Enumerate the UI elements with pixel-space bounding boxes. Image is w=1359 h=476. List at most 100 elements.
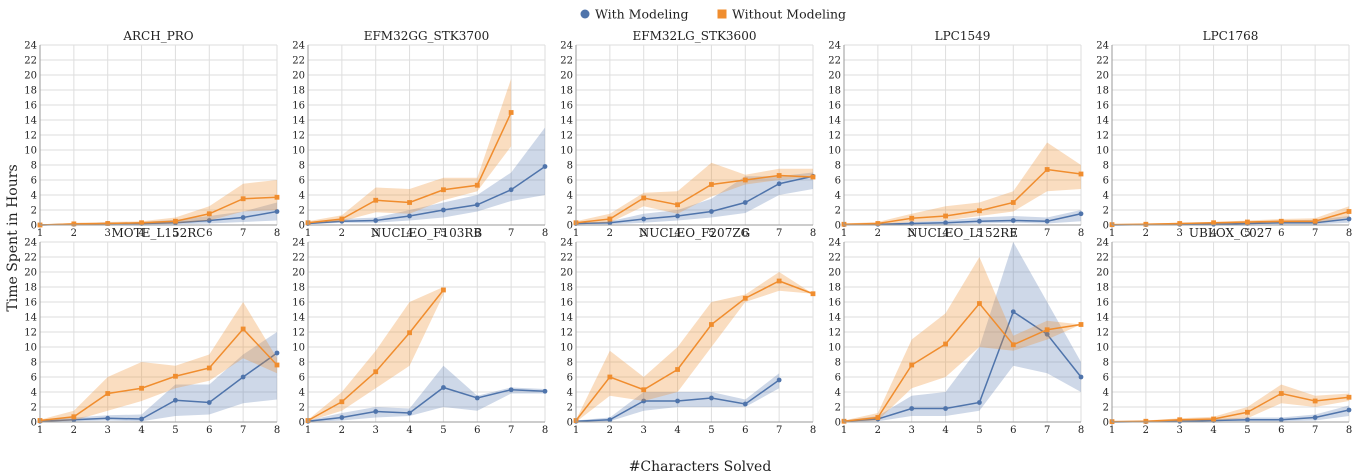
y-tick-label: 12: [828, 328, 841, 339]
with-modeling-band: [576, 172, 813, 225]
y-tick-label: 8: [835, 358, 841, 369]
x-tick-label: 1: [841, 228, 847, 239]
without-modeling-point: [71, 414, 77, 420]
y-tick-label: 24: [292, 41, 305, 52]
with-modeling-band: [1112, 405, 1349, 422]
y-tick-label: 6: [299, 373, 305, 384]
x-tick-label: 6: [1278, 228, 1284, 239]
x-tick-label: 8: [542, 425, 548, 436]
x-tick-label: 4: [1210, 228, 1216, 239]
without-modeling-point: [441, 287, 446, 293]
y-tick-label: 0: [835, 221, 841, 232]
x-tick-label: 7: [240, 425, 246, 436]
y-tick-label: 24: [24, 238, 37, 249]
y-tick-label: 6: [1103, 176, 1109, 187]
with-modeling-line: [307, 386, 546, 422]
y-tick-label: 0: [567, 418, 573, 429]
without-modeling-point: [71, 221, 77, 227]
with-modeling-point: [339, 415, 345, 420]
y-tick-label: 24: [292, 238, 305, 249]
without-modeling-point: [810, 174, 816, 180]
panel-title: EFM32GG_STK3700: [364, 29, 490, 43]
y-tick-label: 24: [1096, 41, 1109, 52]
without-modeling-point: [875, 221, 881, 226]
y-tick-label: 22: [24, 253, 37, 264]
with-modeling-point: [1010, 218, 1016, 223]
y-tick-label: 8: [31, 358, 37, 369]
y-tick-label: 10: [828, 146, 841, 157]
x-tick-label: 8: [1078, 425, 1084, 436]
x-tick-label: 5: [976, 425, 982, 436]
x-tick-label: 8: [542, 228, 548, 239]
x-tick-label: 4: [1210, 425, 1216, 436]
without-modeling-line: [39, 327, 278, 422]
x-tick-label: 6: [474, 425, 480, 436]
x-tick-label: 3: [373, 425, 379, 436]
with-modeling-point: [943, 220, 948, 226]
without-modeling-point: [1044, 327, 1050, 333]
y-tick-label: 16: [560, 298, 573, 309]
y-tick-label: 8: [1103, 358, 1109, 369]
x-tick-label: 6: [474, 228, 480, 239]
with-modeling-point: [1245, 417, 1250, 423]
x-tick-label: 3: [105, 425, 111, 436]
with-modeling-point: [508, 187, 514, 193]
without-modeling-line: [575, 174, 814, 224]
y-tick-label: 12: [1096, 131, 1109, 142]
with-modeling-point: [542, 164, 548, 169]
with-modeling-point: [1346, 407, 1352, 413]
x-tick-label: 4: [942, 228, 948, 239]
x-tick-label: 6: [206, 425, 212, 436]
without-modeling-point: [1245, 219, 1250, 225]
without-modeling-point: [240, 326, 246, 332]
y-tick-label: 10: [24, 146, 37, 157]
x-tick-label: 5: [440, 425, 446, 436]
x-tick-label: 6: [206, 228, 212, 239]
y-tick-label: 20: [292, 71, 305, 82]
y-tick-label: 4: [1103, 191, 1109, 202]
with-modeling-line: [39, 352, 278, 422]
with-modeling-point: [206, 400, 212, 405]
y-tick-label: 4: [567, 388, 573, 399]
y-tick-label: 6: [299, 176, 305, 187]
without-modeling-point: [641, 195, 647, 201]
x-tick-label: 1: [573, 425, 579, 436]
with-modeling-point: [240, 215, 246, 220]
y-tick-label: 14: [1096, 313, 1109, 324]
y-tick-label: 4: [299, 191, 305, 202]
without-modeling-point: [1143, 418, 1149, 424]
y-tick-label: 0: [1103, 418, 1109, 429]
y-tick-label: 20: [1096, 268, 1109, 279]
without-modeling-point: [1312, 398, 1318, 404]
without-modeling-band: [308, 287, 444, 422]
y-tick-label: 18: [24, 86, 37, 97]
with-modeling-point: [1312, 415, 1318, 420]
legend-label: Without Modeling: [732, 7, 846, 22]
x-tick-label: 2: [339, 425, 345, 436]
y-tick-label: 18: [828, 86, 841, 97]
with-modeling-band: [308, 365, 545, 422]
without-modeling-point: [742, 177, 748, 183]
x-tick-label: 3: [1177, 228, 1183, 239]
x-tick-label: 4: [138, 228, 144, 239]
without-modeling-point: [1078, 171, 1084, 177]
with-modeling-line: [575, 175, 814, 225]
y-tick-label: 6: [31, 373, 37, 384]
legend-marker: [717, 9, 727, 19]
y-tick-label: 22: [24, 56, 37, 67]
with-modeling-point: [641, 216, 647, 222]
y-tick-label: 14: [292, 313, 305, 324]
y-tick-label: 10: [560, 343, 573, 354]
with-modeling-point: [1078, 211, 1084, 217]
y-tick-label: 2: [31, 403, 37, 414]
y-tick-label: 14: [560, 116, 573, 127]
with-modeling-point: [508, 387, 514, 393]
x-tick-label: 7: [240, 228, 246, 239]
x-tick-label: 2: [1143, 228, 1149, 239]
y-tick-label: 6: [1103, 373, 1109, 384]
